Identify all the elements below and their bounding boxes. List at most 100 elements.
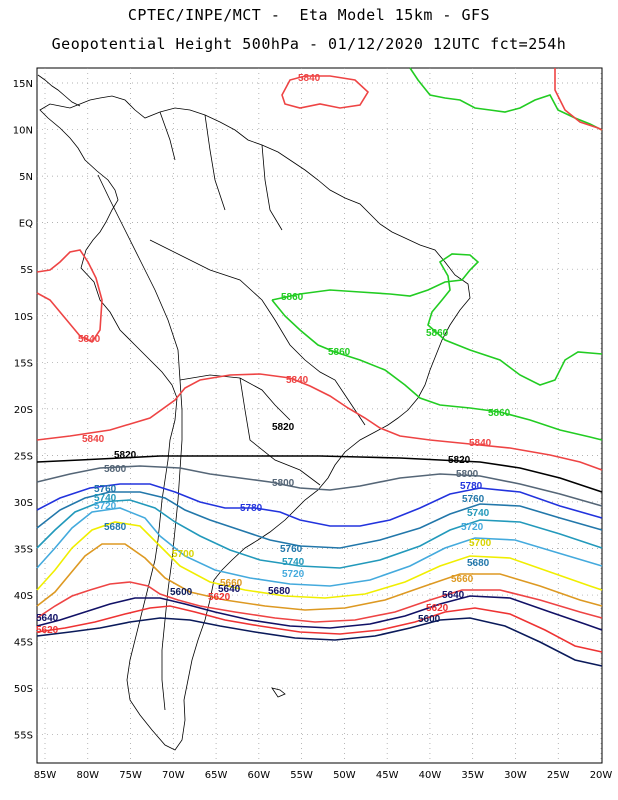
contour-value-labels: 5840 5840 5840 5840 5840 5860 5860 5860 … (36, 73, 511, 636)
contour-5860-north (409, 67, 603, 131)
contour-label: 5720 (94, 501, 117, 512)
contour-label: 5760 (94, 484, 117, 495)
contour-5720 (36, 507, 603, 587)
contour-5700 (36, 521, 603, 599)
latitude-tick-label: 45S (14, 638, 33, 649)
contour-5760 (36, 491, 603, 549)
contour-label: 5620 (208, 592, 231, 603)
contour-label: 5660 (451, 574, 474, 585)
longitude-tick-label: 45W (376, 770, 399, 781)
contour-label: 5720 (461, 522, 484, 533)
latitude-tick-label: 15S (14, 358, 33, 369)
contour-label: 5740 (94, 493, 117, 504)
contour-label: 5780 (240, 503, 263, 514)
contour-5780 (36, 483, 603, 527)
contour-label: 5840 (469, 438, 492, 449)
contour-label: 5700 (172, 549, 195, 560)
contour-label: 5800 (456, 469, 479, 480)
contour-lines (36, 67, 603, 667)
contour-label: 5820 (114, 450, 137, 461)
latitude-tick-label: 20S (14, 405, 33, 416)
contour-label: 5760 (280, 544, 303, 555)
longitude-tick-label: 70W (162, 770, 185, 781)
contour-label: 5640 (218, 584, 241, 595)
longitude-tick-label: 60W (248, 770, 271, 781)
longitude-tick-label: 35W (461, 770, 484, 781)
contour-label: 5700 (469, 538, 492, 549)
south-america-coastline (39, 95, 471, 751)
contour-5840-pacific (36, 249, 103, 344)
longitude-tick-label: 85W (34, 770, 57, 781)
contour-label: 5860 (328, 347, 351, 358)
contour-label: 5780 (460, 481, 483, 492)
contour-label: 5840 (78, 334, 101, 345)
contour-label: 5800 (104, 464, 127, 475)
contour-label: 5820 (448, 455, 471, 466)
longitude-tick-label: 75W (119, 770, 142, 781)
latitude-tick-label: 30S (14, 498, 33, 509)
latitude-tick-label: 10N (13, 126, 33, 137)
contour-5840-north (281, 75, 370, 109)
contour-5860-east (271, 253, 603, 386)
latitude-tick-label: 5S (20, 265, 33, 276)
latitude-tick-label: 5N (19, 172, 33, 183)
lat-lon-grid (37, 68, 602, 763)
contour-label: 5840 (298, 73, 321, 84)
contour-label: 5740 (282, 557, 305, 568)
latitude-tick-label: 10S (14, 312, 33, 323)
latitude-tick-label: 15N (13, 79, 33, 90)
contour-5680 (36, 543, 603, 611)
contour-5620 (36, 605, 603, 653)
contour-5660 (36, 581, 603, 623)
longitude-tick-label: 25W (547, 770, 570, 781)
contour-5600 (36, 617, 603, 667)
latitude-tick-label: 35S (14, 545, 33, 556)
contour-label: 5620 (426, 603, 449, 614)
falkland-islands (271, 687, 286, 698)
contour-label: 5720 (282, 569, 305, 580)
andes-border (97, 174, 183, 711)
contour-5640 (36, 595, 603, 631)
longitude-tick-label: 50W (333, 770, 356, 781)
axis-tick-labels: 15N 10N 5N EQ 5S 10S 15S 20S 25S 30S 35S 40S 45S 50S 5… (13, 79, 613, 781)
contour-label: 5820 (272, 422, 295, 433)
contour-5860-south (271, 299, 603, 441)
brazil-border (149, 239, 366, 426)
contour-label: 5600 (170, 587, 193, 598)
contour-label: 5660 (220, 578, 243, 589)
contour-label: 5640 (36, 613, 59, 624)
contour-5820 (36, 455, 603, 493)
latitude-tick-label: 50S (14, 684, 33, 695)
longitude-tick-label: 30W (504, 770, 527, 781)
contour-label: 5860 (426, 328, 449, 339)
longitude-tick-label: 80W (76, 770, 99, 781)
contour-label: 5620 (36, 625, 59, 636)
contour-label: 5860 (488, 408, 511, 419)
central-america-coastline (37, 74, 81, 107)
contour-5800 (36, 465, 603, 507)
contour-5740 (36, 499, 603, 569)
coastlines-and-borders (37, 74, 471, 751)
map-subtitle: Geopotential Height 500hPa - 01/12/2020 … (51, 35, 567, 53)
longitude-tick-label: 65W (205, 770, 228, 781)
map-title: CPTEC/INPE/MCT - Eta Model 15km - GFS (127, 6, 491, 24)
longitude-tick-label: 55W (290, 770, 313, 781)
interior-borders (159, 111, 321, 486)
longitude-tick-label: 20W (590, 770, 613, 781)
contour-label: 5860 (281, 292, 304, 303)
contour-label: 5600 (418, 614, 441, 625)
contour-label: 5740 (467, 508, 490, 519)
contour-label: 5680 (268, 586, 291, 597)
latitude-tick-label: EQ (19, 219, 33, 230)
latitude-tick-label: 25S (14, 451, 33, 462)
longitude-tick-label: 40W (419, 770, 442, 781)
contour-5840-main (36, 373, 603, 471)
contour-label: 5760 (462, 494, 485, 505)
contour-label: 5640 (442, 590, 465, 601)
contour-label: 5680 (467, 558, 490, 569)
map-frame (36, 67, 603, 764)
latitude-tick-label: 40S (14, 591, 33, 602)
latitude-tick-label: 55S (14, 731, 33, 742)
contour-5840-ne (554, 68, 603, 131)
